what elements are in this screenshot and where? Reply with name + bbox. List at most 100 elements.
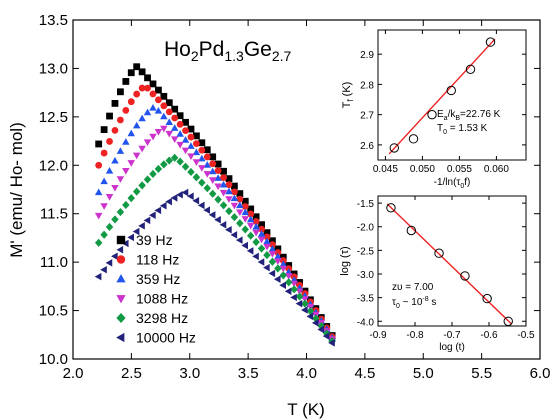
data-point <box>279 271 288 280</box>
data-point <box>230 194 239 202</box>
main-x-tick-label: 2.0 <box>63 365 84 382</box>
data-point <box>225 187 233 195</box>
series-3 <box>94 125 336 343</box>
data-point <box>95 161 103 169</box>
data-point <box>127 98 135 106</box>
inset-bottom-y-tick-label: -2.0 <box>357 223 375 234</box>
data-point <box>149 104 157 111</box>
data-point <box>246 222 255 230</box>
data-point <box>105 193 114 201</box>
inset-top-x-tick-label: 0.050 <box>410 164 435 175</box>
data-point <box>328 339 335 347</box>
data-point <box>171 114 179 122</box>
data-point <box>171 105 179 113</box>
data-point <box>203 206 210 214</box>
data-point <box>235 236 243 244</box>
data-point <box>138 68 146 76</box>
data-point <box>122 106 130 114</box>
data-point <box>170 124 179 131</box>
inset-bottom-data-marks <box>386 203 513 326</box>
data-point <box>214 215 221 224</box>
data-point <box>105 166 114 174</box>
data-point <box>116 246 124 254</box>
inset-top-fit-line <box>388 38 496 155</box>
data-point <box>182 118 189 126</box>
data-point <box>154 164 163 173</box>
data-point <box>95 140 103 148</box>
main-chart: 2.0 2.5 3.0 3.5 4.0 4.5 5.0 5.5 6.0 10.0 10.5 11.0 1… <box>7 12 550 419</box>
data-point <box>138 181 146 190</box>
data-point <box>132 152 141 160</box>
data-point <box>225 196 233 203</box>
data-point <box>160 112 168 120</box>
data-point <box>225 175 233 183</box>
main-y-tick-label: 12.0 <box>39 157 68 174</box>
data-point <box>203 153 211 161</box>
inset-bottom-frame <box>377 195 527 327</box>
inset-top-y-tick-label: 2.8 <box>360 80 374 91</box>
data-point <box>198 178 206 187</box>
data-point <box>263 233 271 241</box>
data-point <box>165 156 174 165</box>
data-point <box>100 230 108 239</box>
data-point <box>176 130 184 137</box>
data-point <box>317 321 326 331</box>
data-point <box>187 125 195 133</box>
legend-marker <box>116 235 126 245</box>
data-point <box>301 296 309 303</box>
data-point <box>257 230 266 237</box>
data-point <box>143 108 152 116</box>
data-point <box>170 153 179 162</box>
inset-bottom-x-tick-label: -0.7 <box>443 330 461 341</box>
data-point <box>117 88 124 96</box>
data-point <box>94 188 103 196</box>
legend-marker <box>116 312 126 324</box>
data-point <box>122 138 130 145</box>
data-point <box>105 259 113 267</box>
inset-top-x-tick-label: 0.060 <box>484 164 509 175</box>
data-point <box>100 149 108 157</box>
data-point <box>231 188 238 196</box>
main-x-tick-label: 2.5 <box>121 365 142 382</box>
data-point <box>94 238 103 247</box>
data-point <box>274 245 282 253</box>
data-point <box>219 220 227 229</box>
data-point <box>246 247 254 255</box>
data-point <box>100 203 108 210</box>
data-point <box>187 167 195 177</box>
data-point <box>263 229 271 237</box>
inset-bottom-chart: -0.9 -0.8 -0.7 -0.6 -0.5 -1.5 -2.0 -2.5 -3.0 -3.5… <box>339 195 535 353</box>
inset-top-x-tick-label: 0.055 <box>447 164 472 175</box>
data-point <box>252 229 260 237</box>
main-y-tick-label: 11.5 <box>40 206 68 223</box>
data-point <box>301 299 309 308</box>
data-point <box>268 257 277 266</box>
inset-top-data-point <box>408 134 419 144</box>
data-point <box>187 153 195 160</box>
data-point <box>241 208 250 216</box>
data-point <box>170 194 178 202</box>
data-point <box>149 133 157 141</box>
legend-label: 39 Hz <box>136 232 173 248</box>
inset-bottom-data-point <box>386 203 396 213</box>
data-point <box>284 273 293 280</box>
data-point <box>155 96 162 104</box>
inset-bottom-y-tick-label: -2.5 <box>357 246 375 257</box>
main-axis-ticks: 2.0 2.5 3.0 3.5 4.0 4.5 5.0 5.5 6.0 10.0 10.5 11.0 1… <box>39 12 551 382</box>
data-point <box>94 212 103 220</box>
data-point <box>106 138 113 145</box>
data-point <box>263 251 271 260</box>
data-point <box>116 176 125 183</box>
legend-label: 118 Hz <box>136 252 179 268</box>
data-point <box>155 86 162 94</box>
data-point <box>192 173 201 182</box>
data-point <box>143 175 152 184</box>
data-point <box>127 233 134 242</box>
data-point <box>149 211 156 219</box>
data-point <box>100 177 108 185</box>
data-point <box>247 210 255 218</box>
main-y-tick-label: 12.5 <box>39 109 68 126</box>
data-point <box>247 205 255 213</box>
data-point <box>203 184 212 193</box>
main-y-axis-label: M' (emu/ Ho- mol) <box>7 122 26 257</box>
